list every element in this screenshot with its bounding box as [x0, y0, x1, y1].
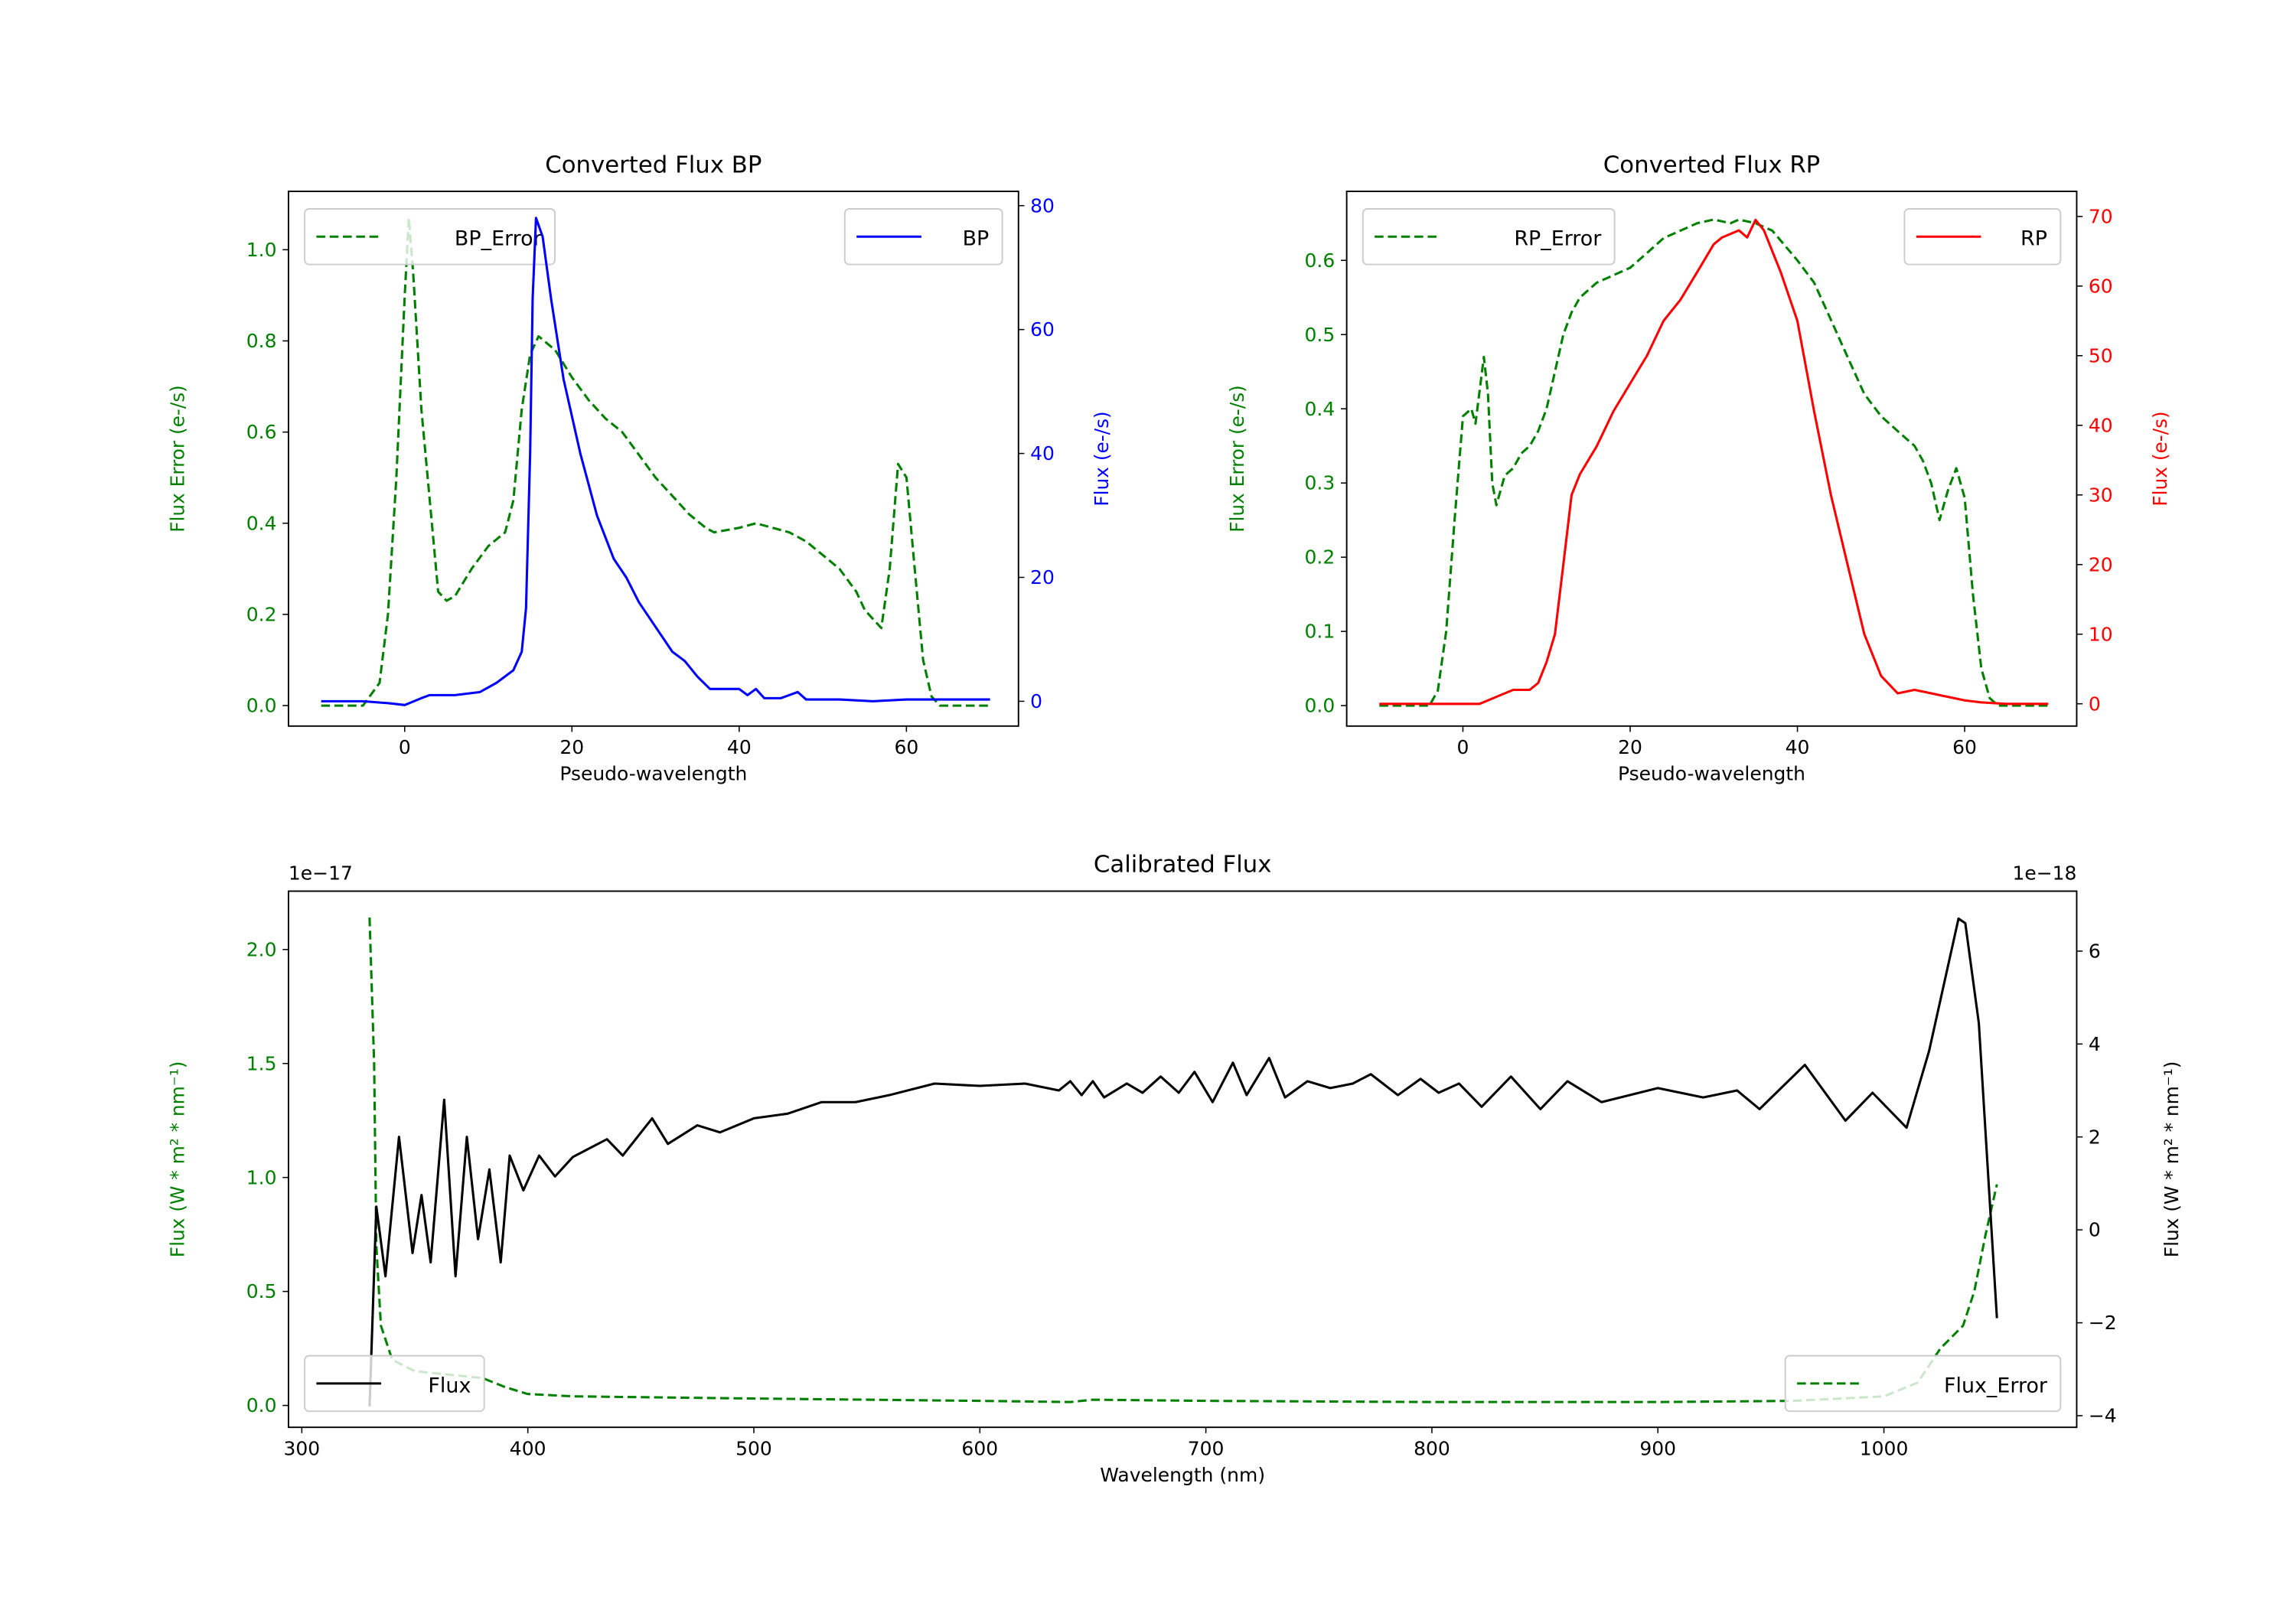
y-left-tick-label: 0.4: [246, 512, 277, 534]
x-tick-label: 1000: [1860, 1438, 1909, 1460]
y-right-axis-label: Flux (W * m² * nm⁻¹): [2161, 1061, 2183, 1258]
y-right-tick-label: −2: [2089, 1312, 2117, 1334]
series-line-bp: [321, 217, 990, 706]
y-right-tick-label: 80: [1030, 194, 1055, 217]
y-left-tick-label: 0.0: [246, 695, 277, 717]
legend-label: RP: [2020, 227, 2047, 251]
x-tick-label: 600: [961, 1438, 998, 1460]
y-left-axis-label: Flux Error (e-/s): [166, 385, 188, 533]
calibrated-panel: Calibrated Flux 300 400 500 600 700 800 900 1000…: [166, 852, 2183, 1486]
x-axis-label: Pseudo-wavelength: [559, 763, 747, 785]
axes-frame: [1345, 191, 2078, 727]
y-left-tick-label: 0.2: [1304, 546, 1335, 569]
y-right-tick-label: 10: [2089, 623, 2113, 645]
chart-title: Converted Flux BP: [545, 152, 762, 178]
y-right-tick-label: 0: [2089, 693, 2101, 715]
axes-frame: [287, 890, 2078, 1429]
y-right-tick-label: 60: [1030, 318, 1055, 341]
y-right-tick-label: 40: [2089, 414, 2113, 436]
y-left-tick-label: 0.5: [1304, 324, 1335, 346]
y-left-tick-label: 0.3: [1304, 472, 1335, 494]
y-left-axis-label: Flux Error (e-/s): [1226, 385, 1248, 533]
legend-frame: [843, 208, 1003, 266]
y-left-tick-label: 0.0: [1304, 695, 1335, 717]
chart-title: Calibrated Flux: [1094, 852, 1272, 878]
series-line-rp: [1379, 218, 2049, 706]
x-tick-label: 0: [1457, 736, 1469, 758]
axes-frame: [287, 191, 1019, 727]
x-tick-label: 0: [399, 736, 411, 758]
y-right-tick-label: 4: [2089, 1033, 2101, 1055]
y-left-tick-label: 1.0: [246, 239, 277, 261]
rp-panel: Converted Flux RP 0 20 40 60 Pseudo-wavelengt…: [1226, 152, 2171, 784]
x-tick-label: 20: [1618, 736, 1642, 758]
x-tick-label: 700: [1188, 1438, 1225, 1460]
y-right-tick-label: 40: [1030, 442, 1055, 464]
y-left-axis-label: Flux (W * m² * nm⁻¹): [166, 1061, 188, 1258]
x-tick-label: 900: [1639, 1438, 1676, 1460]
legend-frame: [1362, 208, 1616, 266]
legend-frame: [1784, 1354, 2062, 1413]
x-tick-label: 300: [284, 1438, 321, 1460]
y-left-tick-label: 0.6: [1304, 249, 1335, 272]
bp-panel: Converted Flux BP 0 20 40 60 Pseudo-wavelengt…: [166, 152, 1113, 784]
chart-title: Converted Flux RP: [1603, 152, 1820, 178]
legend-rp-error: RP_Error: [1362, 208, 1616, 266]
y-right-tick-label: 2: [2089, 1126, 2101, 1148]
series-line-flux: [368, 917, 1998, 1407]
y-right-offset-text: 1e−18: [2012, 862, 2076, 884]
x-tick-label: 40: [1786, 736, 1810, 758]
x-tick-label: 60: [894, 736, 918, 758]
legend-label: RP_Error: [1514, 227, 1602, 251]
legend-flux-error: Flux_Error: [1784, 1354, 2062, 1413]
y-right-tick-label: 6: [2089, 940, 2101, 963]
y-left-tick-label: 0.5: [246, 1280, 277, 1302]
x-tick-label: 400: [510, 1438, 546, 1460]
legend-bp: BP: [843, 208, 1003, 266]
y-left-tick-label: 0.0: [246, 1394, 277, 1416]
legend-label: BP: [963, 227, 990, 251]
x-tick-label: 60: [1952, 736, 1977, 758]
y-right-tick-label: −4: [2089, 1405, 2117, 1427]
legend-rp: RP: [1903, 208, 2062, 266]
legend-bp-error: BP_Error: [304, 208, 556, 266]
y-right-tick-label: 0: [1030, 690, 1042, 712]
legend-label: Flux_Error: [1944, 1374, 2048, 1397]
y-left-tick-label: 1.5: [246, 1052, 277, 1074]
legend-frame: [304, 1354, 485, 1413]
y-right-tick-label: 0: [2089, 1219, 2101, 1241]
y-left-tick-label: 0.6: [246, 421, 277, 443]
series-line-bp-error: [321, 217, 990, 707]
y-left-tick-label: 1.0: [246, 1166, 277, 1188]
y-left-tick-label: 0.1: [1304, 621, 1335, 643]
y-right-tick-label: 70: [2089, 206, 2113, 228]
legend-flux: Flux: [304, 1354, 485, 1413]
x-tick-label: 20: [559, 736, 584, 758]
x-tick-label: 800: [1414, 1438, 1450, 1460]
x-axis-label: Pseudo-wavelength: [1618, 763, 1805, 785]
y-right-tick-label: 20: [1030, 566, 1055, 588]
y-right-tick-label: 30: [2089, 484, 2113, 506]
series-line-flux-error: [368, 918, 1998, 1403]
x-tick-label: 40: [727, 736, 752, 758]
x-axis-label: Wavelength (nm): [1100, 1464, 1265, 1486]
legend-label: Flux: [428, 1374, 471, 1397]
y-left-offset-text: 1e−17: [289, 862, 353, 884]
y-left-tick-label: 0.2: [246, 604, 277, 626]
y-right-tick-label: 50: [2089, 344, 2113, 367]
series-line-rp-error: [1379, 218, 2049, 707]
y-left-tick-label: 0.8: [246, 330, 277, 352]
x-tick-label: 500: [735, 1438, 772, 1460]
y-right-tick-label: 60: [2089, 275, 2113, 297]
legend-frame: [1903, 208, 2062, 266]
y-left-tick-label: 0.4: [1304, 398, 1335, 420]
y-right-axis-label: Flux (e-/s): [1091, 411, 1113, 506]
y-right-axis-label: Flux (e-/s): [2149, 411, 2171, 506]
legend-frame: [304, 208, 556, 266]
y-left-tick-label: 2.0: [246, 938, 277, 960]
legend-label: BP_Error: [455, 227, 543, 251]
y-right-tick-label: 20: [2089, 553, 2113, 575]
